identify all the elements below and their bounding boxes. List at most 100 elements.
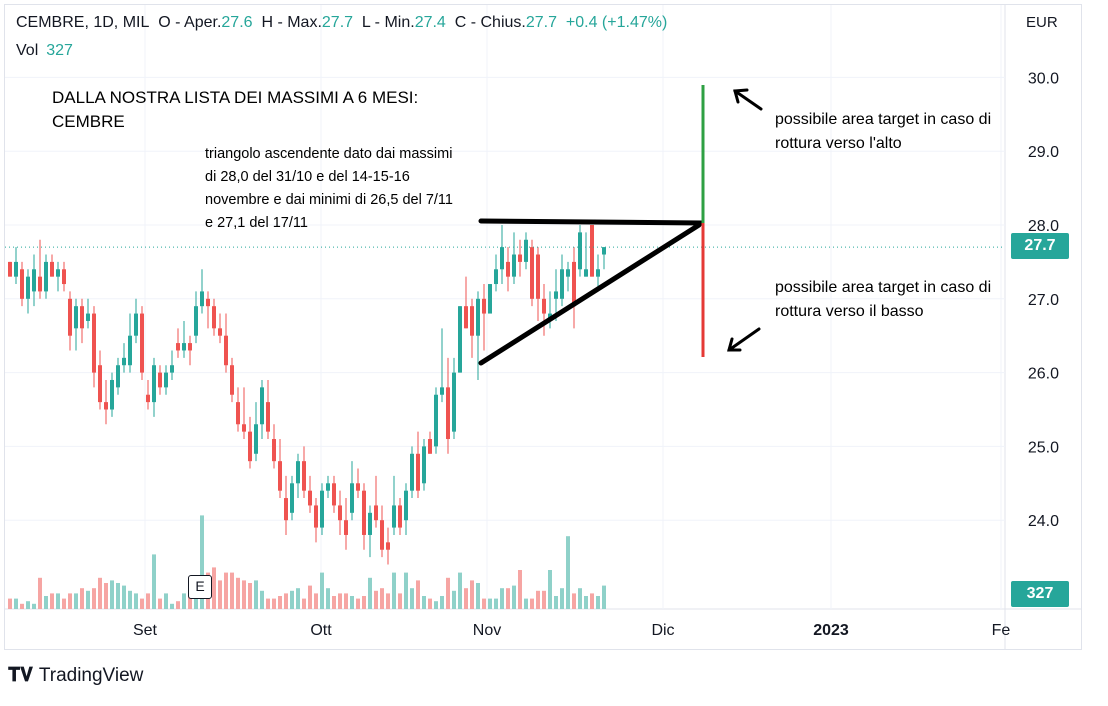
candle-body	[92, 313, 96, 373]
open-name: Aper.	[184, 14, 222, 31]
candle-body	[596, 269, 600, 277]
candle-body	[110, 379, 114, 410]
volume-bar	[410, 588, 414, 609]
volume-bar	[170, 603, 174, 609]
volume-bar	[116, 583, 120, 609]
volume-bar	[188, 593, 192, 609]
y-tick-label: 24.0	[1028, 513, 1059, 530]
x-tick-label: Dic	[651, 622, 674, 639]
candle-body	[362, 490, 366, 535]
volume-bar	[494, 598, 498, 609]
candle-body	[56, 269, 60, 277]
high-value: 27.7	[321, 14, 354, 31]
candle-body	[146, 394, 150, 403]
volume-bar	[32, 603, 36, 609]
volume-bar	[392, 572, 396, 609]
volume-bar	[146, 593, 150, 609]
candle-body	[476, 298, 480, 336]
volume-bar	[158, 598, 162, 609]
grid	[5, 5, 1081, 649]
candle-body	[302, 461, 306, 491]
drawings	[478, 85, 763, 366]
candle-body	[410, 453, 414, 491]
candle-body	[14, 261, 18, 277]
candle-body	[566, 269, 570, 277]
candle-body	[356, 483, 360, 491]
x-tick-label: Nov	[473, 622, 501, 639]
volume-bar	[260, 590, 264, 609]
candle-body	[122, 357, 126, 366]
volume-bar	[446, 577, 450, 609]
volume-bar	[266, 598, 270, 609]
volume-bar	[536, 590, 540, 609]
low-label: L	[361, 14, 371, 31]
volume-bar	[44, 596, 48, 609]
candle-body	[440, 387, 444, 395]
volume-bar	[500, 588, 504, 609]
volume-bar	[602, 585, 606, 609]
volume-bar	[524, 598, 528, 609]
candle-body	[158, 372, 162, 388]
candle-body	[74, 306, 78, 329]
volume-bar	[458, 572, 462, 609]
candle-body	[542, 298, 546, 314]
earnings-marker[interactable]: E	[188, 575, 212, 599]
candle-body	[398, 505, 402, 528]
volume-bar	[152, 554, 156, 609]
currency-label[interactable]: EUR	[1026, 14, 1058, 31]
volume-bar	[404, 572, 408, 609]
candle-body	[368, 512, 372, 535]
candle-body	[470, 306, 474, 336]
volume-bar	[590, 593, 594, 609]
volume-bar	[542, 590, 546, 609]
arrow-up-left-icon	[733, 88, 763, 111]
time-axis[interactable]: Set Ott Nov Dic 2023 Fe	[133, 622, 1010, 639]
candle-body	[512, 254, 516, 277]
candle-body	[488, 284, 492, 314]
candle-body	[236, 402, 240, 425]
candle-body	[560, 269, 564, 299]
volume-bar	[8, 598, 12, 609]
tradingview-logo[interactable]: 𝐓𝐕 TradingView	[8, 665, 143, 687]
open-value: 27.6	[221, 14, 253, 31]
volume-bar	[230, 572, 234, 609]
volume-bar	[356, 598, 360, 609]
annotation-title: DALLA NOSTRA LISTA DEI MASSIMI A 6 MESI:…	[52, 88, 419, 131]
annotation-note: triangolo ascendente dato dai massimi di…	[205, 146, 453, 231]
low-name: Min.	[384, 14, 415, 31]
candle-body	[86, 313, 90, 321]
candle-body	[68, 298, 72, 336]
brand-name: TradingView	[38, 665, 144, 686]
symbol[interactable]: CEMBRE, 1D, MIL	[16, 14, 150, 31]
candle-body	[458, 306, 462, 373]
candle-body	[134, 313, 138, 336]
volume-bar	[368, 577, 372, 609]
candle-body	[506, 261, 510, 277]
volume-bar	[50, 593, 54, 609]
volume-bar	[464, 588, 468, 609]
high-name: Max.	[287, 14, 322, 31]
annotation-target-down: possibile area target in caso di rottura…	[775, 279, 992, 320]
volume-bar	[134, 593, 138, 609]
candle-body	[386, 542, 390, 550]
volume-bar	[284, 593, 288, 609]
volume-bar	[320, 572, 324, 609]
candle-body	[26, 276, 30, 299]
volume-bar	[242, 580, 246, 609]
close-label: C	[454, 14, 467, 31]
price-axis[interactable]: 30.0 29.0 28.0 27.0 26.0 25.0 24.0	[1028, 70, 1059, 530]
candle-body	[320, 490, 324, 528]
candle-body	[380, 520, 384, 550]
volume-bar	[218, 580, 222, 609]
y-tick-label: 28.0	[1028, 218, 1059, 235]
y-tick-label: 27.0	[1028, 292, 1059, 309]
volume-bar	[128, 590, 132, 609]
candle-body	[200, 291, 204, 307]
candle-body	[584, 269, 588, 277]
x-tick-label: Set	[133, 622, 158, 639]
candle-body	[62, 269, 66, 285]
candle-body	[44, 261, 48, 292]
price-chart[interactable]: 30.0 29.0 28.0 27.0 26.0 25.0 24.0 Set Ott Nov Di…	[5, 5, 1081, 649]
y-tick-label: 30.0	[1028, 70, 1059, 87]
candle-body	[428, 439, 432, 454]
